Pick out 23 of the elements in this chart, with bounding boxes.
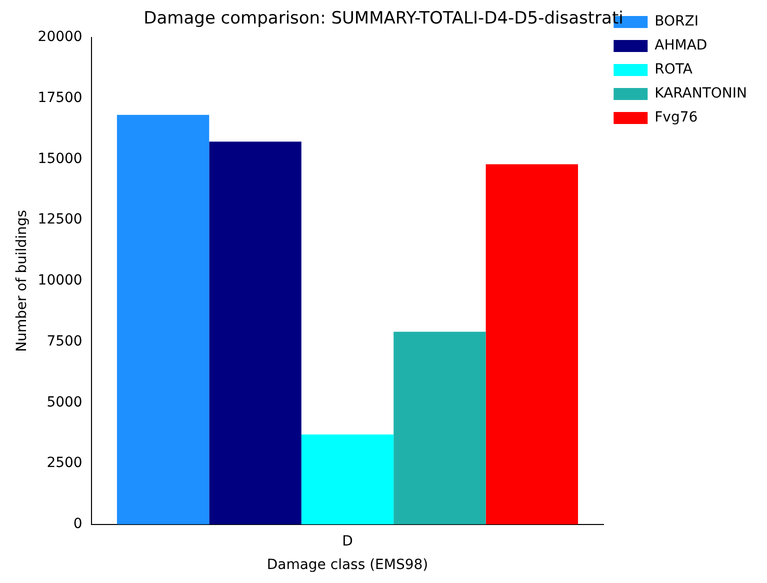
legend-label: AHMAD [654,38,708,54]
y-tick-label: 0 [73,516,82,532]
y-tick-label: 20000 [38,29,82,46]
legend-label: Fvg76 [654,110,698,126]
bar [486,164,578,524]
y-tick-label: 5000 [46,394,82,410]
x-axis-title: Damage class (EMS98) [266,557,428,574]
y-tick-label: 15000 [38,150,82,167]
y-tick-label: 10000 [38,272,82,289]
y-tick-label: 17500 [38,90,82,106]
bar [394,332,486,524]
bar [209,142,302,524]
x-tick-label: D [342,533,353,550]
bar [116,114,210,524]
legend-label: BORZI [654,14,698,30]
y-axis-title: Number of buildings [14,210,30,352]
y-tick-label: 7500 [46,333,82,350]
y-tick-label: 2500 [46,455,82,472]
bar [301,434,394,524]
y-tick-label: 12500 [38,212,82,228]
legend-label: KARANTONIN [654,86,748,102]
legend-label: ROTA [654,62,693,78]
chart-title: Damage comparison: SUMMARY-TOTALI-D4-D5-disastrati [144,8,624,29]
